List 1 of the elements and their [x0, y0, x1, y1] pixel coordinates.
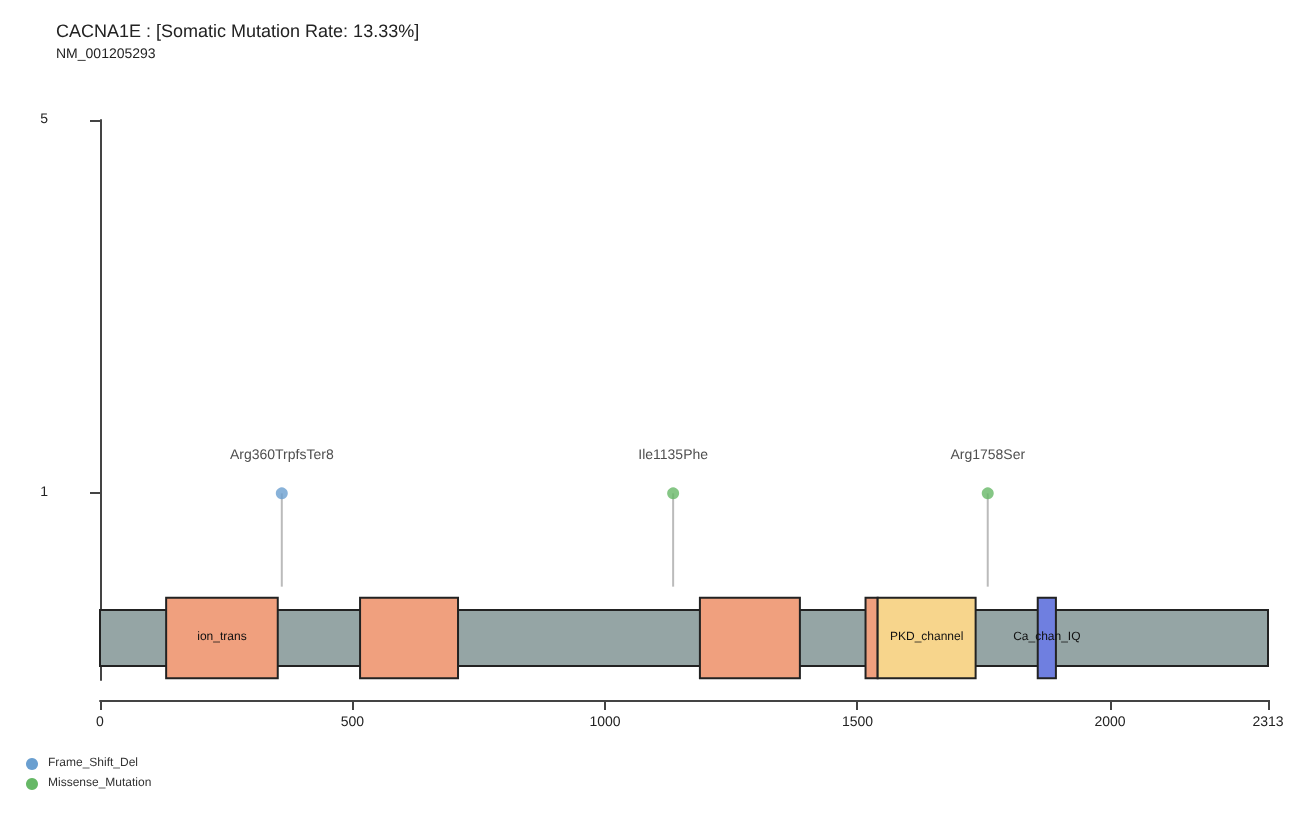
chart-title: CACNA1E : [Somatic Mutation Rate: 13.33%]	[56, 21, 420, 41]
